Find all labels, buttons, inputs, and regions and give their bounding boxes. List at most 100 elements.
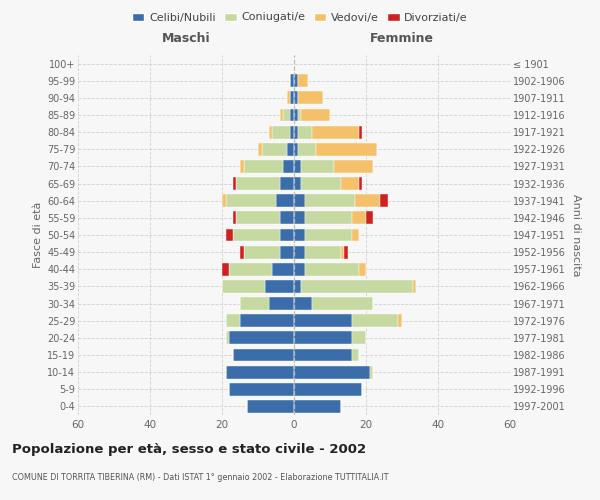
Bar <box>229 263 272 276</box>
Bar <box>247 400 294 413</box>
Bar <box>294 297 312 310</box>
Bar <box>305 246 341 258</box>
Bar <box>229 332 294 344</box>
Bar <box>294 383 362 396</box>
Bar <box>240 314 294 327</box>
Bar <box>226 194 276 207</box>
Text: Maschi: Maschi <box>161 32 211 44</box>
Bar <box>283 160 294 173</box>
Bar <box>298 74 308 87</box>
Bar <box>334 160 373 173</box>
Bar <box>366 212 373 224</box>
Bar <box>312 297 373 310</box>
Bar <box>258 143 262 156</box>
Bar <box>287 143 294 156</box>
Bar <box>294 108 298 122</box>
Bar <box>233 228 280 241</box>
Bar <box>352 228 359 241</box>
Bar <box>305 228 352 241</box>
Bar <box>294 400 341 413</box>
Bar <box>280 108 283 122</box>
Bar <box>294 332 352 344</box>
Bar <box>244 246 280 258</box>
Bar <box>294 160 301 173</box>
Bar <box>226 332 229 344</box>
Bar <box>222 263 229 276</box>
Bar <box>226 228 233 241</box>
Bar <box>352 332 366 344</box>
Bar <box>398 314 402 327</box>
Bar <box>294 228 305 241</box>
Text: Popolazione per età, sesso e stato civile - 2002: Popolazione per età, sesso e stato civil… <box>12 442 366 456</box>
Bar <box>290 108 294 122</box>
Bar <box>294 280 301 293</box>
Bar <box>233 177 236 190</box>
Bar <box>294 348 352 362</box>
Bar <box>229 383 294 396</box>
Bar <box>262 143 287 156</box>
Bar <box>359 126 362 138</box>
Bar <box>352 314 398 327</box>
Bar <box>280 177 294 190</box>
Bar <box>301 280 413 293</box>
Bar <box>283 108 290 122</box>
Bar <box>298 126 312 138</box>
Bar <box>294 194 305 207</box>
Y-axis label: Fasce di età: Fasce di età <box>32 202 43 268</box>
Bar <box>355 194 380 207</box>
Bar <box>226 366 294 378</box>
Bar <box>233 212 236 224</box>
Bar <box>305 263 359 276</box>
Text: COMUNE DI TORRITA TIBERINA (RM) - Dati ISTAT 1° gennaio 2002 - Elaborazione TUTT: COMUNE DI TORRITA TIBERINA (RM) - Dati I… <box>12 472 389 482</box>
Bar <box>301 108 330 122</box>
Bar <box>236 177 280 190</box>
Bar <box>244 160 283 173</box>
Legend: Celibi/Nubili, Coniugati/e, Vedovi/e, Divorziati/e: Celibi/Nubili, Coniugati/e, Vedovi/e, Di… <box>128 8 472 27</box>
Bar <box>301 160 334 173</box>
Bar <box>269 126 272 138</box>
Bar <box>294 74 298 87</box>
Bar <box>294 143 298 156</box>
Bar <box>370 366 373 378</box>
Bar <box>380 194 388 207</box>
Bar <box>312 126 359 138</box>
Bar <box>240 160 244 173</box>
Bar <box>233 348 294 362</box>
Bar <box>305 212 352 224</box>
Bar <box>290 74 294 87</box>
Bar <box>341 246 344 258</box>
Bar <box>298 143 316 156</box>
Bar <box>272 126 290 138</box>
Bar <box>294 366 370 378</box>
Text: Femmine: Femmine <box>370 32 434 44</box>
Bar <box>280 246 294 258</box>
Bar <box>301 177 341 190</box>
Bar <box>222 194 226 207</box>
Bar <box>290 92 294 104</box>
Bar <box>294 212 305 224</box>
Bar <box>294 92 298 104</box>
Bar <box>294 126 298 138</box>
Bar <box>344 246 348 258</box>
Bar <box>272 263 294 276</box>
Bar <box>341 177 359 190</box>
Bar <box>298 108 301 122</box>
Bar <box>359 177 362 190</box>
Bar <box>294 246 305 258</box>
Bar <box>222 280 265 293</box>
Bar <box>298 92 323 104</box>
Bar <box>226 314 240 327</box>
Bar <box>276 194 294 207</box>
Bar <box>240 297 269 310</box>
Bar <box>352 348 359 362</box>
Bar <box>280 228 294 241</box>
Bar <box>294 177 301 190</box>
Bar <box>280 212 294 224</box>
Bar <box>269 297 294 310</box>
Bar <box>316 143 377 156</box>
Bar <box>352 212 366 224</box>
Bar <box>240 246 244 258</box>
Bar <box>287 92 290 104</box>
Bar <box>305 194 355 207</box>
Bar <box>236 212 280 224</box>
